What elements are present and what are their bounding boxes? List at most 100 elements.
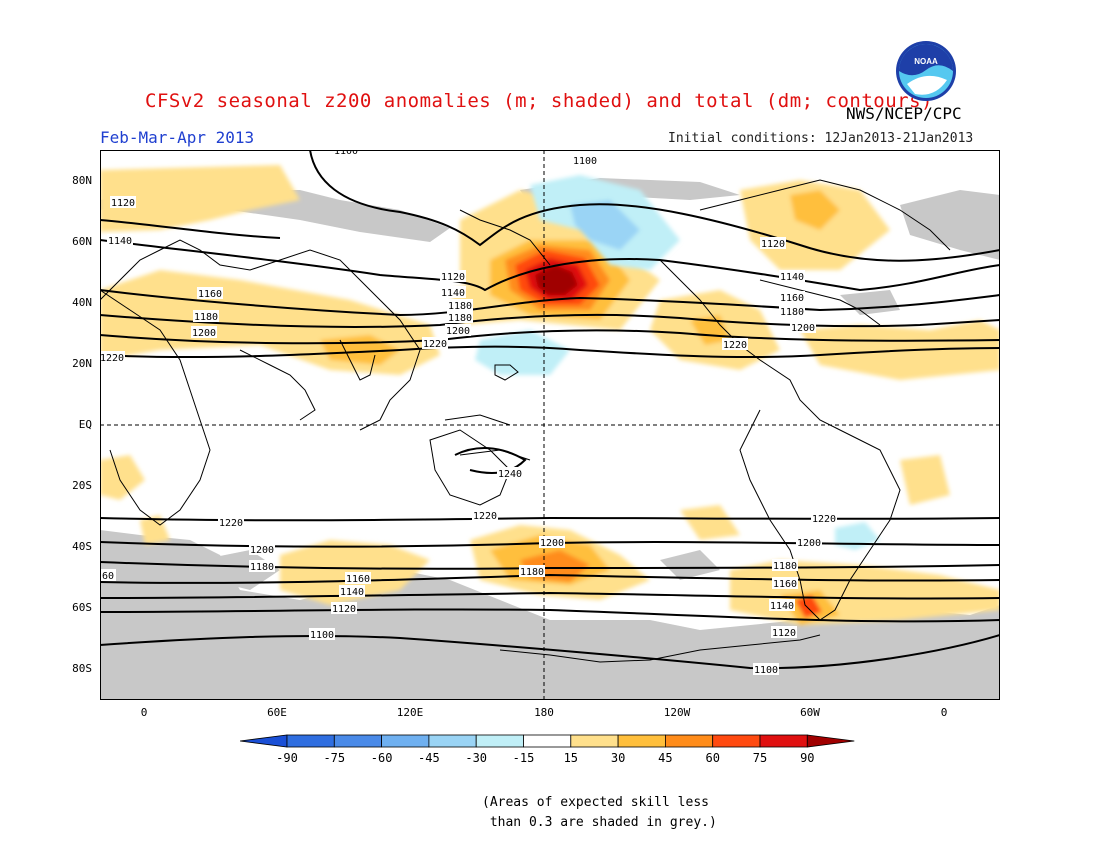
contour-1220 xyxy=(99,345,1001,359)
lon-label: 60W xyxy=(800,706,820,719)
contour-label: 1200 xyxy=(192,328,216,339)
contour-label: 1140 xyxy=(441,288,465,299)
noaa-logo: NOAA xyxy=(896,41,956,101)
map-frame xyxy=(100,150,1000,700)
coastlines xyxy=(99,179,951,663)
lon-label: 0 xyxy=(940,706,948,719)
contour-label: 1100 xyxy=(310,630,334,641)
colorbar-tick-label: -90 xyxy=(276,751,298,763)
lat-label: EQ xyxy=(78,418,92,431)
lon-label: 180 xyxy=(534,706,554,719)
colorbar: -90 -75 -60 -45 -30 -15 15 30 45 60 75 90 xyxy=(240,734,855,763)
colorbar-tick-label: 30 xyxy=(611,751,625,763)
lat-label: 60N xyxy=(72,235,92,248)
colorbar-boxes xyxy=(240,734,855,748)
map-area: 1100 1100 1120 1140 1160 1180 1200 1220 … xyxy=(72,144,1001,719)
contour-label: 1220 xyxy=(100,353,124,364)
colorbar-ticks: -90 -75 -60 -45 -30 -15 15 30 45 60 75 90 xyxy=(276,751,814,763)
lat-label: 60S xyxy=(72,601,92,614)
colorbar-max-triangle xyxy=(806,734,855,748)
contour-label: 1100 xyxy=(334,150,358,157)
chart-title: CFSv2 seasonal z200 anomalies (m; shaded… xyxy=(145,90,933,112)
contour-label: 1200 xyxy=(540,538,564,549)
contour-label: 1220 xyxy=(423,339,447,350)
contour-1160 xyxy=(99,289,1001,317)
colorbar-box xyxy=(570,734,619,748)
colorbar-tick-label: 75 xyxy=(753,751,767,763)
contour-label: 1120 xyxy=(111,198,135,209)
colorbar-tick-label: -15 xyxy=(513,751,535,763)
contour-label: 1120 xyxy=(772,628,796,639)
contour-label: 1100 xyxy=(573,156,597,167)
colorbar-box xyxy=(759,734,808,748)
contour-label: 60 xyxy=(102,571,114,582)
contour-label: 1200 xyxy=(797,538,821,549)
contour-label: 1180 xyxy=(520,567,544,578)
initial-conditions-label: Initial conditions: 12Jan2013-21Jan2013 xyxy=(668,131,974,146)
colorbar-box xyxy=(523,734,572,748)
contour-label: 1140 xyxy=(780,272,804,283)
contour-1160s xyxy=(99,573,1001,584)
colorbar-tick-label: -30 xyxy=(465,751,487,763)
contour-1100s xyxy=(99,634,1001,670)
contour-label: 1220 xyxy=(219,518,243,529)
negative-anomaly-shading xyxy=(475,175,880,550)
contour-1140 xyxy=(99,239,1001,292)
colorbar-box xyxy=(664,734,714,748)
lat-label: 40N xyxy=(72,296,92,309)
lon-label: 0 xyxy=(140,706,148,719)
colorbar-box xyxy=(286,734,335,748)
colorbar-box xyxy=(381,734,430,748)
season-label: Feb-Mar-Apr 2013 xyxy=(100,128,255,147)
colorbar-box xyxy=(617,734,666,748)
contour-label: 1160 xyxy=(346,574,370,585)
lat-label: 20S xyxy=(72,479,92,492)
contour-label: 1160 xyxy=(198,289,222,300)
contour-label: 1220 xyxy=(812,514,836,525)
contour-label: 1180 xyxy=(780,307,804,318)
colorbar-min-triangle xyxy=(240,734,288,748)
contour-label: 1120 xyxy=(332,604,356,615)
lon-label: 60E xyxy=(267,706,287,719)
lat-label: 40S xyxy=(72,540,92,553)
colorbar-tick-label: 15 xyxy=(564,751,578,763)
contour-label: 1120 xyxy=(761,239,785,250)
contour-label: 1180 xyxy=(194,312,218,323)
contour-1240 xyxy=(454,447,527,474)
colorbar-tick-label: -75 xyxy=(323,751,345,763)
colorbar-box xyxy=(428,734,477,748)
contour-label: 1220 xyxy=(473,511,497,522)
contour-label: 1180 xyxy=(773,561,797,572)
contour-label: 1180 xyxy=(448,313,472,324)
contour-1120b xyxy=(99,219,281,239)
contour-1180s xyxy=(99,561,1001,570)
lat-label: 80N xyxy=(72,174,92,187)
contour-label: 1120 xyxy=(441,272,465,283)
contour-label: 1140 xyxy=(340,587,364,598)
colorbar-tick-label: 45 xyxy=(658,751,672,763)
lon-label: 120W xyxy=(663,706,691,719)
contour-1120s xyxy=(99,608,1001,623)
skill-note: (Areas of expected skill less than 0.3 a… xyxy=(482,795,717,830)
contour-label: 1180 xyxy=(250,562,274,573)
colorbar-tick-label: -45 xyxy=(418,751,440,763)
low-skill-grey-shading xyxy=(100,178,1000,700)
contour-label: 1200 xyxy=(791,323,815,334)
colorbar-box xyxy=(475,734,524,748)
contour-label: 1180 xyxy=(448,301,472,312)
contour-label: 1160 xyxy=(780,293,804,304)
lat-label: 80S xyxy=(72,662,92,675)
contour-label: 1200 xyxy=(446,326,470,337)
contour-label: 1220 xyxy=(723,340,747,351)
contour-label: 1200 xyxy=(250,545,274,556)
colorbar-tick-label: 60 xyxy=(705,751,719,763)
contour-label-group: 1100 1100 1120 1140 1160 1180 1200 1220 … xyxy=(99,144,837,676)
colorbar-tick-label: -60 xyxy=(371,751,393,763)
contour-1120 xyxy=(309,149,1001,262)
contour-1140s xyxy=(99,591,1001,600)
colorbar-tick-label: 90 xyxy=(800,751,814,763)
contour-label: 1160 xyxy=(773,579,797,590)
lon-label: 120E xyxy=(396,706,424,719)
logo-text: NOAA xyxy=(914,57,938,66)
contour-1200 xyxy=(99,329,1001,345)
